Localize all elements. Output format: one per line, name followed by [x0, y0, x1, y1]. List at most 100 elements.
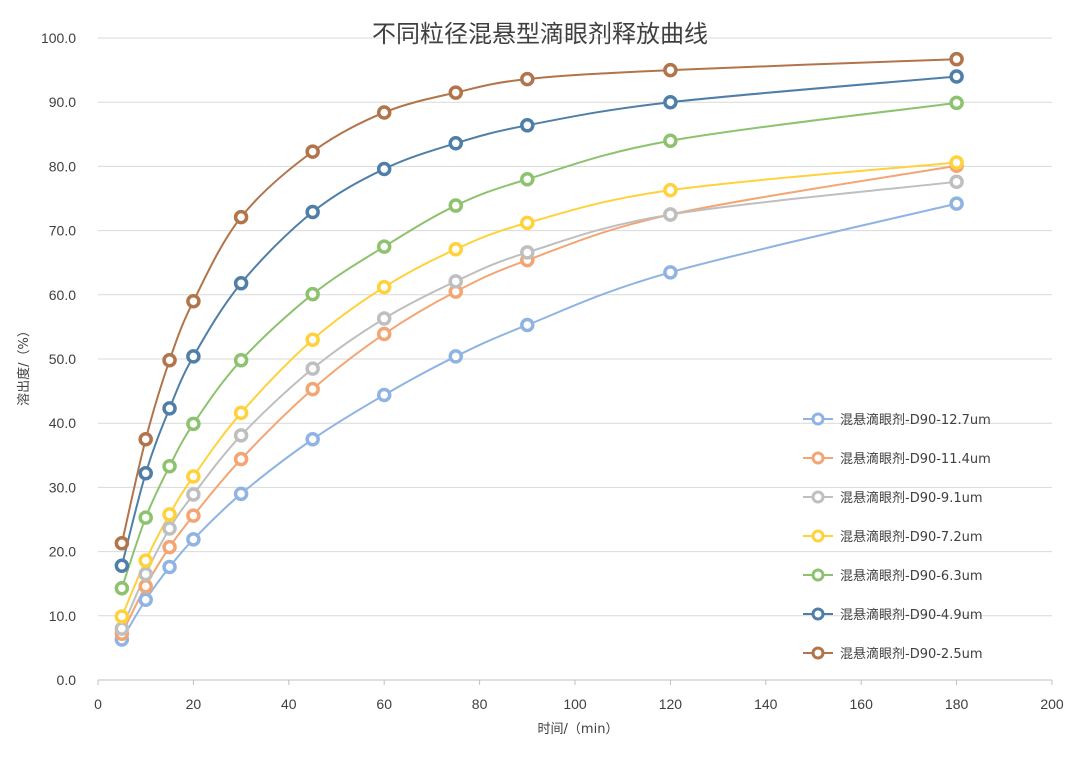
data-point — [186, 349, 201, 364]
data-point — [162, 559, 177, 575]
y-tick-label: 70.0 — [49, 223, 76, 239]
series-markers — [114, 51, 964, 647]
data-point — [233, 486, 249, 502]
data-point — [663, 207, 678, 222]
data-point — [162, 458, 177, 474]
data-point — [138, 553, 153, 568]
data-point — [114, 621, 130, 636]
data-point — [376, 279, 392, 295]
legend-entry-3: 混悬滴眼剂-D90-9.1um — [803, 490, 983, 506]
chart-title: 不同粒径混悬型滴眼剂释放曲线 — [372, 20, 708, 48]
legend-label: 混悬滴眼剂-D90-9.1um — [840, 490, 983, 506]
data-point — [448, 241, 463, 257]
legend-label: 混悬滴眼剂-D90-11.4um — [840, 451, 991, 467]
data-point — [520, 245, 535, 260]
data-point — [520, 171, 535, 187]
data-point — [663, 265, 678, 280]
data-point — [376, 161, 392, 177]
data-point — [186, 532, 201, 547]
data-point — [376, 326, 392, 342]
legend-marker — [811, 646, 825, 660]
y-tick-label: 100.0 — [41, 30, 76, 46]
x-tick-label: 100 — [563, 696, 587, 712]
gridlines — [98, 37, 1052, 617]
x-axis-label: 时间/（min） — [538, 722, 619, 737]
data-point — [162, 521, 177, 536]
data-point — [114, 558, 130, 573]
legend-marker — [811, 490, 825, 504]
data-point — [448, 85, 463, 100]
y-tick-label: 50.0 — [49, 351, 76, 367]
data-point — [186, 508, 201, 523]
data-point — [949, 69, 964, 84]
legend-entry-2: 混悬滴眼剂-D90-11.4um — [803, 451, 991, 467]
legend-entry-4: 混悬滴眼剂-D90-7.2um — [803, 529, 983, 545]
legend-label: 混悬滴眼剂-D90-12.7um — [840, 412, 991, 428]
data-point — [138, 592, 153, 607]
data-point — [305, 144, 320, 159]
y-tick-label: 0.0 — [57, 672, 77, 688]
y-tick-label: 90.0 — [49, 94, 76, 110]
x-tick-label: 180 — [945, 696, 969, 712]
data-point — [949, 155, 964, 170]
data-point — [663, 133, 678, 148]
legend-entry-5: 混悬滴眼剂-D90-6.3um — [803, 568, 983, 584]
series-line-7 — [120, 58, 957, 544]
data-point — [305, 381, 320, 397]
axes: 0.0 10.0 20.0 30.0 40.0 50.0 60.0 70.0 80.0 90.0 1… — [41, 30, 1064, 712]
data-point — [305, 361, 320, 376]
legend: 混悬滴眼剂-D90-12.7um 混悬滴眼剂-D90-11.4um 混悬滴眼剂-D9… — [803, 412, 991, 662]
data-point — [949, 174, 964, 190]
data-point — [186, 469, 201, 484]
legend-marker — [811, 529, 825, 543]
data-point — [138, 566, 153, 582]
legend-label: 混悬滴眼剂-D90-6.3um — [840, 568, 983, 584]
legend-entry-7: 混悬滴眼剂-D90-2.5um — [803, 646, 983, 662]
data-point — [376, 105, 392, 120]
y-tick-label: 30.0 — [49, 479, 76, 495]
data-point — [376, 239, 392, 254]
data-point — [448, 349, 463, 364]
legend-marker — [811, 412, 825, 426]
data-point — [114, 536, 130, 551]
data-point — [162, 401, 177, 416]
data-point — [520, 215, 535, 231]
x-tick-label: 200 — [1040, 696, 1064, 712]
data-point — [949, 196, 964, 211]
x-tick-label: 140 — [754, 696, 778, 712]
data-point — [233, 353, 249, 368]
data-point — [162, 353, 177, 368]
data-point — [138, 432, 153, 447]
data-point — [114, 580, 130, 596]
data-point — [233, 451, 249, 467]
data-point — [376, 311, 392, 326]
y-tick-label: 40.0 — [49, 415, 76, 431]
y-tick-label: 80.0 — [49, 158, 76, 174]
y-tick-label: 60.0 — [49, 287, 76, 303]
data-point — [663, 94, 678, 110]
data-point — [520, 71, 535, 87]
data-point — [162, 539, 177, 555]
legend-marker — [811, 568, 825, 582]
x-tick-label: 40 — [281, 696, 297, 712]
data-point — [663, 182, 678, 198]
data-point — [305, 286, 320, 302]
data-point — [305, 204, 320, 220]
legend-label: 混悬滴眼剂-D90-4.9um — [840, 607, 983, 623]
data-point — [233, 405, 249, 421]
data-point — [186, 293, 201, 309]
data-point — [448, 136, 463, 151]
legend-marker — [811, 451, 825, 465]
x-tick-label: 60 — [376, 696, 392, 712]
data-point — [520, 317, 535, 333]
data-point — [233, 428, 249, 443]
series-lines — [120, 58, 957, 641]
legend-label: 混悬滴眼剂-D90-7.2um — [840, 529, 983, 545]
data-point — [233, 209, 249, 225]
data-point — [138, 510, 153, 525]
data-point — [138, 466, 153, 481]
x-tick-label: 80 — [472, 696, 488, 712]
series-line-2 — [120, 164, 957, 635]
